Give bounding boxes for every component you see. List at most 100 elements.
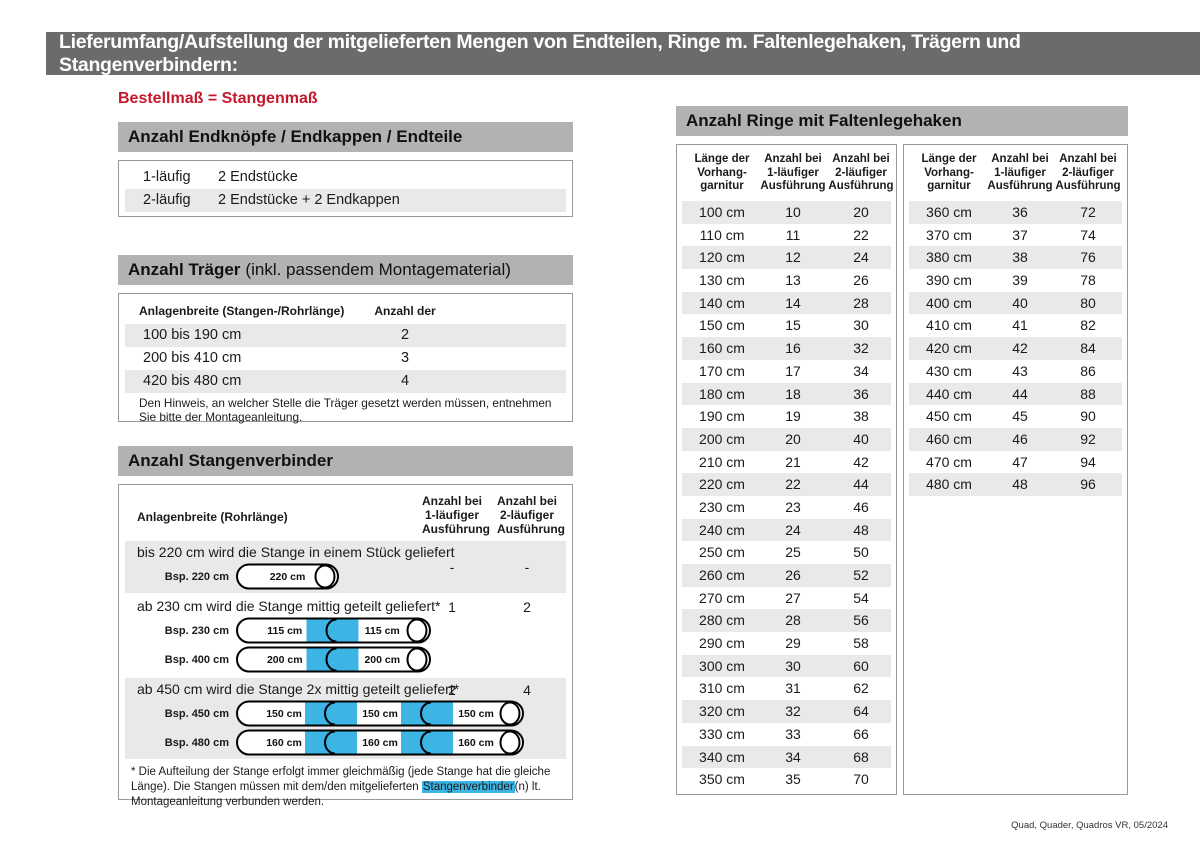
cell-rings-2-laeufig: 48	[853, 521, 869, 538]
ring-row: 470 cm 47 94	[909, 451, 1122, 474]
cell-length: 110 cm	[699, 226, 745, 243]
value-1-laeufig: 1	[448, 599, 456, 615]
anlagenbreite-range: 200 bis 410 cm	[143, 350, 242, 366]
cell-rings-1-laeufig: 47	[1012, 453, 1028, 470]
cell-rings-2-laeufig: 40	[853, 430, 869, 447]
ring-row: 280 cm 28 56	[682, 609, 891, 633]
cell-rings-2-laeufig: 32	[853, 340, 869, 357]
ring-row: 120 cm 12 24	[682, 246, 891, 270]
cell-rings-1-laeufig: 30	[785, 657, 801, 674]
col-header-line: Anzahl bei	[991, 153, 1049, 165]
rod-diagram: 115 cm 115 cm	[236, 617, 431, 644]
cell-rings-1-laeufig: 32	[785, 703, 801, 720]
cell-rings-1-laeufig: 41	[1012, 317, 1028, 334]
cell-rings-1-laeufig: 15	[785, 317, 801, 334]
col-header-line: garnitur	[927, 180, 971, 192]
ring-row: 170 cm 17 34	[682, 360, 891, 383]
ring-row: 130 cm 13 26	[682, 269, 891, 292]
cell-rings-2-laeufig: 76	[1080, 249, 1096, 266]
example-label: Bsp. 450 cm	[164, 707, 229, 720]
endteile-row: 2-läufig 2 Endstücke + 2 Endkappen	[125, 189, 566, 212]
col-header-anlagenbreite: Anlagenbreite (Stangen-/Rohrlänge)	[139, 304, 345, 318]
rod-example: Bsp. 220 cm 220 cm	[125, 562, 566, 591]
rod-segment-label: 150 cm	[362, 708, 398, 720]
endteile-value: 2 Endstücke	[218, 169, 298, 185]
rod-segment-label: 160 cm	[266, 737, 302, 749]
cell-length: 210 cm	[699, 453, 745, 470]
col-header-line: Ausführung	[422, 522, 490, 536]
junction-rim	[420, 730, 432, 755]
rod-segment-label: 160 cm	[458, 737, 494, 749]
example-label: Bsp. 480 cm	[164, 736, 229, 749]
cell-rings-2-laeufig: 80	[1080, 294, 1096, 311]
footnote-highlight: Stangenverbinder	[421, 781, 515, 793]
cell-rings-1-laeufig: 23	[785, 498, 801, 515]
rod-graphic: 160 cm 160 cm 160 cm	[236, 729, 524, 756]
traeger-table: Anlagenbreite (Stangen-/Rohrlänge) Anzah…	[118, 293, 573, 423]
cell-rings-1-laeufig: 36	[1012, 204, 1028, 220]
connector-highlight	[401, 702, 453, 725]
cell-rings-1-laeufig: 20	[785, 430, 801, 447]
cell-rings-1-laeufig: 10	[785, 204, 801, 220]
cell-rings-2-laeufig: 58	[853, 635, 869, 652]
page-title: Lieferumfang/Aufstellung der mitgeliefer…	[59, 30, 1021, 76]
cell-rings-1-laeufig: 27	[785, 589, 801, 606]
col-header-line: Anzahl bei	[497, 494, 558, 508]
verbinder-row-text: bis 220 cm wird die Stange in einem Stüc…	[137, 544, 455, 560]
cell-rings-2-laeufig: 46	[853, 498, 869, 515]
ring-row: 100 cm 10 20	[682, 201, 891, 224]
cell-rings-1-laeufig: 19	[785, 408, 801, 425]
ring-row: 350 cm 35 70	[682, 768, 891, 791]
cell-rings-1-laeufig: 34	[785, 748, 801, 765]
connector-highlight	[306, 648, 359, 671]
cell-rings-2-laeufig: 28	[853, 294, 869, 311]
stangenverbinder-table-body: bis 220 cm wird die Stange in einem Stüc…	[125, 541, 566, 759]
ring-row: 290 cm 29 58	[682, 632, 891, 655]
cell-rings-1-laeufig: 43	[1012, 362, 1028, 379]
cell-rings-2-laeufig: 42	[853, 453, 869, 470]
rod-segment-label: 115 cm	[267, 625, 302, 637]
ring-row: 330 cm 33 66	[682, 723, 891, 746]
cell-length: 230 cm	[699, 498, 745, 515]
rod-example: Bsp. 400 cm 200 cm 200 cm	[125, 645, 566, 674]
section-header-stangenverbinder: Anzahl Stangenverbinder	[118, 446, 573, 476]
col-header-line: Ausführung	[1055, 180, 1121, 192]
col-header-line: Anzahl bei	[422, 494, 483, 508]
col-header-line: Anzahl bei	[832, 153, 890, 165]
cell-length: 190 cm	[699, 408, 745, 425]
section-title: Anzahl Stangenverbinder	[128, 451, 333, 470]
cell-rings-2-laeufig: 90	[1080, 408, 1096, 425]
rod-segment-label: 115 cm	[365, 625, 400, 637]
cell-rings-2-laeufig: 70	[853, 771, 869, 788]
section-subtitle: (inkl. passendem Montagematerial)	[245, 260, 511, 279]
value-1-laeufig: -	[449, 559, 455, 575]
stangenverbinder-table: Anlagenbreite (Rohrlänge) Anzahl bei 1-lä…	[118, 484, 573, 808]
rod-graphic: 150 cm 150 cm 150 cm	[236, 700, 524, 727]
ring-table-100-350: Länge der Vorhang-garnitur Anzahl bei 1-läu…	[676, 144, 897, 795]
col-header-line: garnitur	[700, 180, 744, 192]
cell-length: 140 cm	[699, 294, 745, 311]
junction-rim	[324, 701, 336, 726]
ring-row: 270 cm 27 54	[682, 587, 891, 610]
ring-row: 390 cm 39 78	[909, 269, 1122, 292]
ring-row: 440 cm 44 88	[909, 382, 1122, 406]
cell-rings-1-laeufig: 21	[785, 453, 801, 470]
traeger-row: 200 bis 410 cm 3	[125, 347, 566, 370]
cell-rings-1-laeufig: 16	[785, 340, 801, 357]
junction-rim	[325, 618, 337, 643]
cell-length: 370 cm	[926, 226, 972, 243]
junction-rim	[324, 730, 336, 755]
cell-rings-2-laeufig: 88	[1080, 385, 1096, 402]
col-header-line: 1-läufiger	[424, 508, 479, 522]
connector-highlight	[305, 731, 357, 754]
cell-rings-2-laeufig: 60	[853, 657, 869, 674]
example-label: Bsp. 400 cm	[164, 653, 229, 666]
junction-rim	[420, 701, 432, 726]
rod-diagram: 220 cm	[236, 563, 339, 590]
cell-rings-1-laeufig: 24	[785, 521, 801, 538]
cell-length: 460 cm	[926, 430, 972, 447]
col-header-line: Vorhang-	[924, 166, 974, 179]
cell-length: 310 cm	[699, 680, 745, 697]
cell-rings-2-laeufig: 84	[1080, 340, 1096, 357]
ring-row: 420 cm 42 84	[909, 337, 1122, 360]
